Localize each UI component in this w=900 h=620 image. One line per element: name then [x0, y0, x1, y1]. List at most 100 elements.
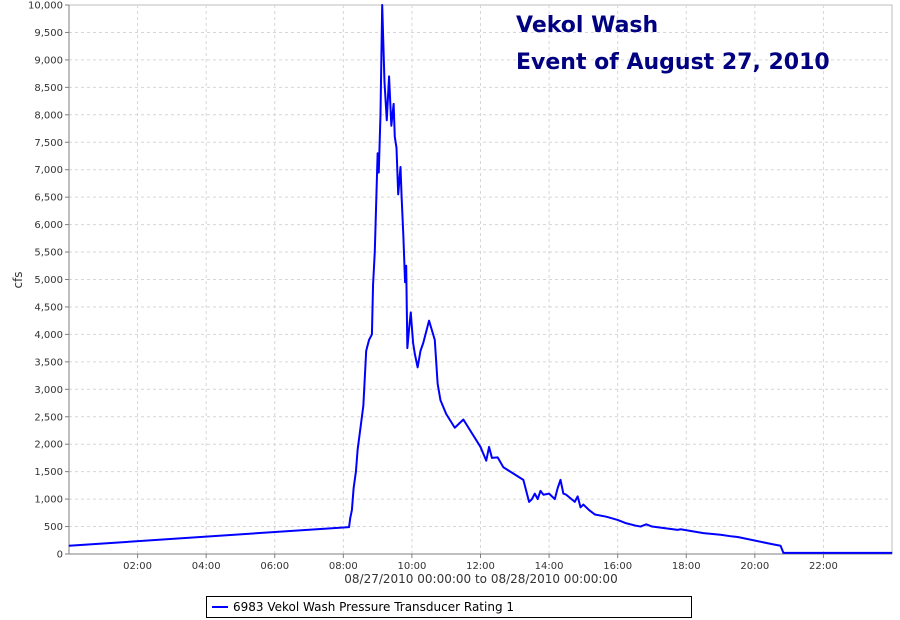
y-tick-label: 500: [44, 522, 63, 533]
data-point: [574, 501, 576, 503]
data-point: [771, 543, 773, 545]
data-point: [381, 4, 383, 6]
data-point: [377, 152, 379, 154]
data-point: [402, 235, 404, 237]
data-point: [371, 333, 373, 335]
data-point: [488, 446, 490, 448]
data-point: [534, 493, 536, 495]
y-tick-label: 8,500: [34, 83, 63, 94]
y-tick-label: 9,000: [34, 55, 63, 66]
data-point: [351, 509, 353, 511]
data-point: [399, 166, 401, 168]
y-tick-label: 2,000: [34, 440, 63, 451]
data-point: [406, 347, 408, 349]
series-layer: [68, 4, 893, 554]
data-point: [454, 427, 456, 429]
data-point: [731, 535, 733, 537]
data-point: [582, 504, 584, 506]
data-point: [414, 353, 416, 355]
grid: [69, 5, 892, 554]
data-point: [348, 526, 350, 528]
data-point: [390, 125, 392, 127]
y-tick-label: 4,500: [34, 302, 63, 313]
y-tick-label: 1,500: [34, 467, 63, 478]
data-point: [408, 328, 410, 330]
data-point: [565, 494, 567, 496]
plot-area: [68, 4, 893, 555]
data-point: [617, 519, 619, 521]
data-point: [537, 498, 539, 500]
y-tick-label: 7,000: [34, 165, 63, 176]
y-tick-label: 5,000: [34, 275, 63, 286]
chart-subtitle: Event of August 27, 2010: [516, 50, 830, 75]
data-point: [557, 487, 559, 489]
y-tick-label: 8,000: [34, 110, 63, 121]
data-point: [365, 350, 367, 352]
data-point: [525, 490, 527, 492]
y-tick-label: 7,500: [34, 138, 63, 149]
y-tick-label: 6,000: [34, 220, 63, 231]
data-point: [68, 545, 70, 547]
data-point: [522, 479, 524, 481]
y-axis-title: cfs: [11, 271, 25, 288]
x-tick-label: 22:00: [809, 561, 838, 572]
data-point: [891, 552, 893, 554]
data-point: [378, 171, 380, 173]
data-point: [445, 413, 447, 415]
x-axis: 02:00 04:00 06:00 08:00 10:00 12:00 14:00 16:00…: [123, 554, 838, 572]
data-point: [540, 490, 542, 492]
data-point: [502, 466, 504, 468]
data-point: [395, 147, 397, 149]
chart-title: Vekol Wash: [516, 13, 658, 38]
x-tick-label: 16:00: [603, 561, 632, 572]
data-point: [419, 350, 421, 352]
data-point: [349, 517, 351, 519]
data-point: [782, 552, 784, 554]
data-point: [651, 526, 653, 528]
x-tick-label: 08:00: [329, 561, 358, 572]
data-point: [594, 513, 596, 515]
data-point: [401, 196, 403, 198]
series-line-0: [68, 4, 892, 554]
data-point: [480, 446, 481, 448]
data-point: [645, 523, 647, 525]
data-point: [605, 516, 607, 518]
data-point: [588, 509, 590, 511]
legend: 6983 Vekol Wash Pressure Transducer Rati…: [206, 596, 692, 618]
data-point: [353, 487, 355, 489]
data-point: [405, 265, 407, 267]
x-tick-label: 20:00: [740, 561, 769, 572]
data-point: [580, 506, 582, 508]
data-point: [680, 528, 682, 530]
y-tick-label: 2,500: [34, 412, 63, 423]
x-tick-label: 04:00: [192, 561, 221, 572]
data-point: [397, 193, 399, 195]
y-tick-label: 1,000: [34, 495, 63, 506]
data-point: [542, 494, 544, 496]
data-point: [394, 136, 396, 138]
y-axis: 0 500 1,000 1,500 2,000 2,500 3,000 3,500 4,000 4…: [28, 1, 69, 561]
y-tick-label: 10,000: [28, 1, 63, 12]
y-tick-label: 3,000: [34, 385, 63, 396]
data-point: [485, 460, 487, 462]
data-point: [462, 419, 464, 420]
x-tick-label: 02:00: [123, 561, 152, 572]
x-tick-label: 12:00: [466, 561, 495, 572]
data-point: [428, 320, 430, 322]
data-point: [355, 471, 357, 473]
data-point: [551, 495, 553, 497]
data-point: [417, 366, 419, 368]
data-point: [497, 456, 499, 458]
x-tick-label: 06:00: [260, 561, 289, 572]
data-point: [780, 545, 782, 547]
x-tick-label: 14:00: [535, 561, 564, 572]
data-point: [720, 534, 722, 536]
data-point: [357, 449, 359, 451]
data-point: [554, 498, 556, 500]
data-point: [372, 284, 374, 286]
y-tick-label: 0: [57, 550, 63, 561]
data-point: [560, 479, 562, 481]
data-point: [531, 498, 533, 500]
data-point: [437, 383, 439, 385]
